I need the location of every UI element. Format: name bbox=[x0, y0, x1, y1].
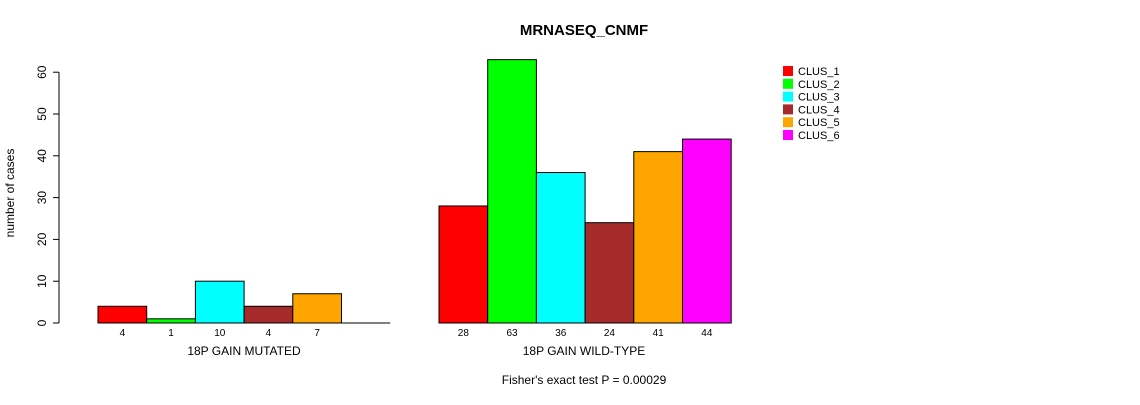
count-label-wild-type-3: 36 bbox=[555, 328, 567, 339]
bar-wild-type-clus-1 bbox=[438, 205, 489, 324]
count-label-mutated-1: 4 bbox=[120, 328, 126, 339]
bar-wild-type-clus-2 bbox=[487, 59, 537, 324]
legend-swatch-clus-1 bbox=[783, 66, 793, 76]
bar-mutated-clus-2 bbox=[146, 318, 196, 324]
legend-swatch-clus-2 bbox=[783, 78, 793, 89]
y-tick-label-0: 0 bbox=[35, 319, 49, 326]
y-tick-label-50: 50 bbox=[35, 107, 49, 121]
chart-title: MRNASEQ_CNMF bbox=[520, 22, 648, 39]
legend-swatch-clus-5 bbox=[783, 117, 793, 128]
count-label-wild-type-1: 28 bbox=[458, 328, 470, 339]
legend-swatch-clus-6 bbox=[783, 130, 793, 140]
bar-mutated-clus-1 bbox=[97, 305, 148, 324]
y-tick-label-10: 10 bbox=[35, 274, 49, 288]
bar-mutated-clus-3 bbox=[194, 280, 245, 324]
count-label-wild-type-2: 63 bbox=[506, 328, 518, 339]
y-tick-label-40: 40 bbox=[35, 149, 49, 163]
legend-label-clus-2: CLUS_2 bbox=[798, 79, 840, 91]
count-label-mutated-2: 1 bbox=[168, 328, 174, 339]
legend-label-clus-4: CLUS_4 bbox=[798, 104, 840, 116]
bar-wild-type-clus-4 bbox=[584, 222, 635, 324]
y-tick-label-60: 60 bbox=[35, 65, 49, 79]
y-axis-label: number of cases bbox=[3, 149, 17, 238]
y-tick-label-30: 30 bbox=[35, 191, 49, 205]
group-label-wild-type: 18P GAIN WILD-TYPE bbox=[523, 344, 645, 358]
y-tick-label-20: 20 bbox=[35, 232, 49, 246]
legend-swatch-clus-4 bbox=[783, 104, 793, 115]
bar-mutated-clus-4 bbox=[243, 305, 294, 324]
y-axis: 0 10 20 30 40 50 60 bbox=[35, 65, 60, 326]
bar-wild-type-clus-3 bbox=[535, 172, 586, 324]
bar-wild-type-clus-6 bbox=[682, 138, 732, 324]
count-label-mutated-5: 7 bbox=[314, 328, 320, 339]
bar-count-labels: 4 1 10 4 7 28 63 36 24 41 44 bbox=[120, 328, 713, 339]
bars bbox=[97, 59, 732, 324]
count-label-wild-type-4: 24 bbox=[604, 328, 616, 339]
legend-label-clus-5: CLUS_5 bbox=[798, 117, 840, 129]
legend-swatch-clus-3 bbox=[783, 91, 793, 102]
count-label-mutated-4: 4 bbox=[266, 328, 272, 339]
legend-label-clus-6: CLUS_6 bbox=[798, 130, 840, 142]
legend-label-clus-1: CLUS_1 bbox=[798, 66, 840, 78]
count-label-wild-type-5: 41 bbox=[653, 328, 665, 339]
group-label-mutated: 18P GAIN MUTATED bbox=[187, 344, 301, 358]
count-label-mutated-3: 10 bbox=[214, 328, 226, 339]
count-label-wild-type-6: 44 bbox=[701, 328, 713, 339]
bar-mutated-clus-5 bbox=[292, 293, 342, 324]
legend-label-clus-3: CLUS_3 bbox=[798, 92, 840, 104]
bar-wild-type-clus-5 bbox=[633, 151, 683, 324]
fisher-test-caption: Fisher's exact test P = 0.00029 bbox=[502, 373, 667, 387]
